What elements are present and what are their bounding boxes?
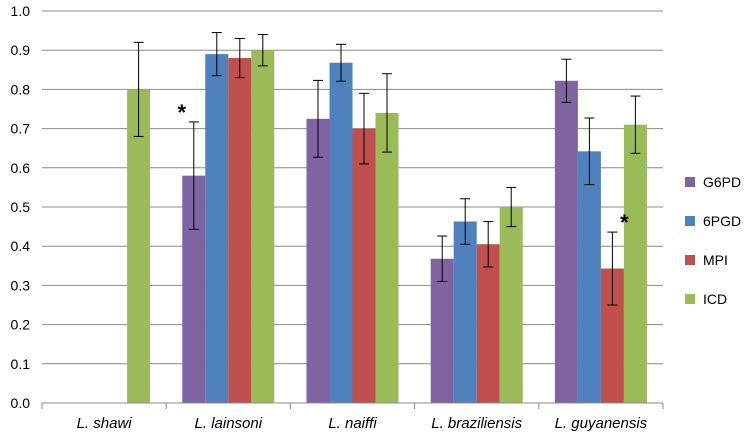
bar-6pgd-l-lainsoni xyxy=(205,54,229,404)
error-bar-6pgd-l-braziliensis xyxy=(460,198,471,245)
y-tick-label: 0.2 xyxy=(11,317,31,333)
bar-6pgd-l-guyanensis xyxy=(577,151,601,403)
legend-item-6pgd: 6PGD xyxy=(685,213,741,229)
error-bars xyxy=(133,32,641,306)
legend: G6PD 6PGD MPI ICD xyxy=(685,174,741,307)
error-bar-6pgd-l-lainsoni xyxy=(211,32,222,77)
significance-asterisk: * xyxy=(620,210,629,235)
legend-label: ICD xyxy=(703,291,727,307)
error-bar-g6pd-l-naiffi xyxy=(313,79,323,158)
y-tick-label: 0.0 xyxy=(11,395,31,411)
error-bar-g6pd-l-guyanensis xyxy=(561,58,572,103)
error-bar-mpi-l-braziliensis xyxy=(483,221,494,268)
y-axis-ticks: 0.0 0.1 0.2 0.3 0.4 0.5 0.6 0.7 0.8 0.9 1.0 xyxy=(11,3,31,411)
bar-mpi-l-naiffi xyxy=(352,128,376,403)
bar-icd-l-guyanensis xyxy=(623,124,647,404)
error-bar-icd-l-braziliensis xyxy=(506,186,517,228)
legend-swatch xyxy=(685,255,695,265)
bar-g6pd-l-lainsoni xyxy=(182,175,206,403)
legend-swatch xyxy=(685,294,695,304)
bar-g6pd-l-braziliensis xyxy=(430,258,454,403)
bar-mpi-l-guyanensis xyxy=(600,268,624,403)
y-tick-label: 0.5 xyxy=(11,199,31,215)
error-bar-mpi-l-lainsoni xyxy=(234,37,245,79)
legend-swatch xyxy=(685,177,695,187)
bar-g6pd-l-guyanensis xyxy=(554,80,578,403)
bar-icd-l-shawi xyxy=(127,89,151,404)
error-bar-g6pd-l-braziliensis xyxy=(437,235,448,282)
legend-label: 6PGD xyxy=(703,213,741,229)
y-tick-label: 0.3 xyxy=(11,277,31,293)
error-bar-g6pd-l-lainsoni xyxy=(188,121,199,230)
x-category-label: L. naiffi xyxy=(328,415,377,432)
x-category-label: L. guyanensis xyxy=(555,415,648,432)
bar-g6pd-l-naiffi xyxy=(306,118,330,404)
x-category-label: L. lainsoni xyxy=(195,415,263,432)
x-axis: L. shawi L. lainsoni L. naiffi L. brazilien… xyxy=(41,402,664,432)
error-bar-icd-l-guyanensis xyxy=(630,95,641,154)
y-tick-label: 0.1 xyxy=(11,356,31,372)
y-tick-label: 0.6 xyxy=(11,160,31,176)
y-tick-label: 1.0 xyxy=(11,3,31,19)
error-bar-mpi-l-guyanensis xyxy=(607,231,618,306)
error-bar-icd-l-lainsoni xyxy=(257,34,268,67)
y-tick-label: 0.9 xyxy=(11,42,31,58)
error-bar-mpi-l-naiffi xyxy=(359,92,369,165)
x-category-label: L. shawi xyxy=(77,415,133,432)
y-tick-label: 0.7 xyxy=(11,121,31,137)
legend-item-g6pd: G6PD xyxy=(685,174,741,190)
significance-asterisk: * xyxy=(178,100,187,125)
legend-item-icd: ICD xyxy=(685,291,727,307)
x-category-label: L. braziliensis xyxy=(431,415,522,432)
bar-icd-l-braziliensis xyxy=(499,207,523,403)
y-tick-label: 0.8 xyxy=(11,81,31,97)
error-bar-icd-l-shawi xyxy=(133,41,144,137)
error-bar-icd-l-naiffi xyxy=(382,73,392,153)
annotations: ** xyxy=(178,100,630,235)
legend-label: MPI xyxy=(703,252,728,268)
bars xyxy=(127,50,647,404)
bar-mpi-l-lainsoni xyxy=(228,58,252,403)
legend-label: G6PD xyxy=(703,174,741,190)
bar-icd-l-naiffi xyxy=(375,112,399,404)
error-bar-6pgd-l-naiffi xyxy=(336,43,346,82)
bar-6pgd-l-naiffi xyxy=(329,62,353,404)
bar-icd-l-lainsoni xyxy=(251,50,275,403)
legend-item-mpi: MPI xyxy=(685,252,728,268)
legend-swatch xyxy=(685,216,695,226)
bar-6pgd-l-braziliensis xyxy=(453,221,477,403)
error-bar-6pgd-l-guyanensis xyxy=(584,117,595,186)
bar-mpi-l-braziliensis xyxy=(476,244,500,403)
y-tick-label: 0.4 xyxy=(11,238,31,254)
